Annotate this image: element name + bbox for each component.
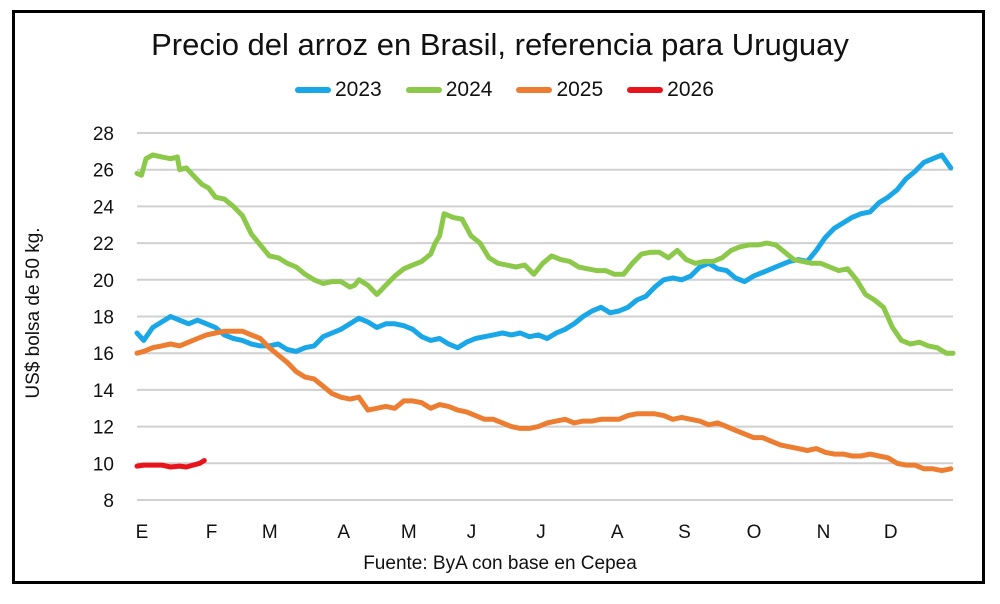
y-tick-label: 12	[93, 418, 114, 439]
legend-item-2023: 2023	[295, 78, 382, 102]
gridlines	[137, 132, 953, 501]
y-tick-label: 8	[103, 491, 114, 512]
series-line-2023	[134, 152, 954, 354]
source-note: Fuente: ByA con base en Cepea	[363, 553, 637, 574]
x-tick-label: D	[884, 522, 898, 543]
x-tick-label: O	[747, 522, 762, 543]
x-tick-label: J	[467, 522, 477, 543]
y-tick-label: 16	[93, 344, 114, 365]
y-tick-label: 24	[93, 197, 115, 218]
legend-swatch	[405, 87, 442, 93]
x-tick-label: M	[262, 522, 278, 543]
x-tick-label: A	[337, 522, 350, 543]
chart-frame	[12, 10, 985, 584]
series-line-2025	[134, 328, 954, 474]
x-tick-label: M	[401, 522, 417, 543]
x-tick-label: F	[206, 522, 218, 543]
series-line-2026	[134, 458, 207, 470]
legend-swatch	[295, 87, 331, 93]
x-tick-label: J	[536, 522, 546, 543]
legend-swatch	[627, 87, 664, 93]
chart-title: Precio del arroz en Brasil, referencia p…	[151, 27, 849, 62]
x-tick-label: N	[817, 522, 831, 543]
y-tick-labels: 8 10 12 14 16 18 20 22 24 26 28	[93, 124, 115, 512]
x-tick-label: S	[678, 522, 691, 543]
legend-item-2026: 2026	[627, 78, 714, 102]
legend-label: 2025	[556, 78, 604, 101]
y-tick-label: 18	[93, 308, 114, 329]
legend-label: 2023	[335, 78, 382, 101]
x-tick-label: A	[611, 522, 624, 543]
legend-item-2024: 2024	[405, 78, 493, 102]
y-tick-label: 14	[93, 381, 115, 402]
x-tick-label: E	[136, 522, 149, 543]
y-tick-label: 28	[93, 124, 114, 145]
chart-legend: 2023 2024 2025 2026	[295, 78, 714, 102]
legend-label: 2026	[667, 78, 714, 101]
legend-label: 2024	[445, 78, 493, 101]
y-tick-label: 20	[93, 271, 114, 292]
series-line-2024	[134, 152, 956, 356]
series-lines	[134, 152, 956, 474]
y-tick-label: 26	[93, 161, 114, 182]
legend-item-2025: 2025	[516, 78, 603, 102]
legend-swatch	[516, 87, 553, 93]
y-tick-label: 22	[93, 234, 114, 255]
y-tick-label: 10	[93, 454, 114, 475]
